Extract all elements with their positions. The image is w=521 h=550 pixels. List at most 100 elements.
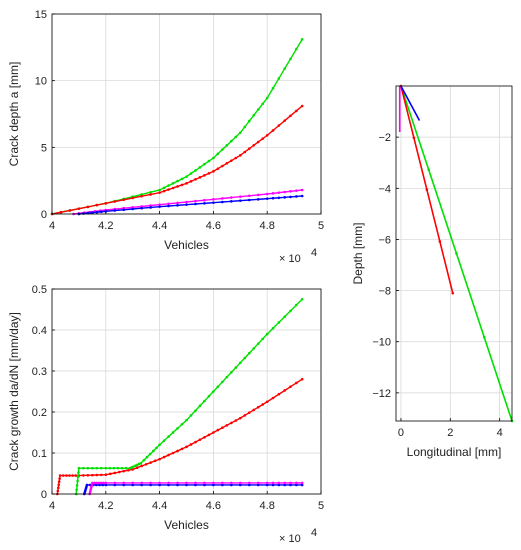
series-point (124, 466, 128, 470)
series-point (271, 481, 275, 485)
series-point (271, 196, 275, 200)
series-point (212, 170, 215, 173)
series-point (180, 183, 184, 187)
series-point (104, 473, 108, 477)
series-point (122, 483, 126, 487)
series-point (198, 438, 202, 441)
series-point (261, 102, 265, 106)
y-axis-label: Depth [mm] (351, 222, 365, 284)
series-point (212, 198, 215, 201)
series-point (171, 431, 175, 434)
series-point (212, 390, 215, 393)
y-tick-label: −4 (378, 183, 391, 195)
y-tick-label: 0 (41, 489, 47, 501)
x-axis-label: Vehicles (164, 238, 209, 252)
series-point (239, 481, 242, 485)
y-tick-label: 0 (41, 209, 47, 221)
series-point (271, 192, 275, 195)
series-point (427, 168, 431, 172)
series-point (108, 472, 112, 476)
series-point (122, 469, 126, 473)
series-point (243, 356, 247, 360)
series-point (185, 481, 188, 485)
series-point (98, 483, 101, 487)
series-point (131, 196, 134, 200)
series-point (82, 212, 85, 215)
y-tick-label: 0.3 (32, 366, 47, 378)
series-point (198, 176, 202, 179)
series-point (189, 443, 193, 446)
series-point (265, 332, 269, 336)
series-point (180, 423, 184, 426)
series-point (239, 483, 242, 487)
series-point (256, 342, 260, 345)
series-point (158, 205, 161, 208)
series-point (300, 188, 304, 192)
x-axis-label: Vehicles (164, 518, 209, 532)
series-point (135, 466, 139, 469)
series-point (76, 475, 80, 479)
series-point (256, 483, 260, 487)
series-point (158, 443, 161, 447)
y-tick-label: 0.4 (32, 325, 47, 337)
series-point (149, 204, 152, 207)
series-point (207, 433, 211, 437)
series-point (185, 445, 188, 449)
series-point (82, 466, 85, 470)
series-point (265, 134, 269, 137)
series-point (289, 481, 292, 485)
y-tick-label: −6 (378, 234, 391, 246)
series-point (144, 462, 148, 466)
series-point (75, 488, 78, 491)
series-point (198, 404, 202, 408)
series-point (216, 428, 220, 432)
series-point (65, 474, 68, 477)
series-point (295, 481, 298, 485)
series-point (95, 203, 99, 207)
series-point (100, 210, 103, 214)
series-point (300, 38, 304, 41)
series-point (265, 197, 269, 200)
series-point (162, 455, 166, 459)
series-point (176, 427, 179, 430)
series-point (189, 414, 193, 417)
series-point (239, 154, 242, 157)
series-point (95, 466, 99, 470)
series-point (247, 198, 251, 202)
series-point (289, 483, 292, 487)
series-point (126, 468, 130, 472)
series-point (289, 114, 292, 118)
x-multiplier: × 10 (279, 533, 301, 545)
series-point (225, 375, 229, 379)
series-point (113, 471, 117, 475)
series-line-3 (78, 195, 303, 215)
series-point (86, 466, 90, 470)
series-point (225, 424, 229, 427)
series-point (176, 185, 179, 188)
x-tick-label: 4 (497, 427, 503, 439)
series-point (221, 426, 224, 430)
series-point (221, 164, 224, 168)
series-point (86, 473, 90, 477)
series-point (230, 139, 233, 143)
series-point (482, 335, 486, 339)
series-point (256, 108, 260, 111)
x-tick-label: 4.8 (260, 220, 275, 232)
series-point (77, 466, 81, 470)
series-point (158, 191, 161, 194)
series-point (185, 418, 188, 422)
series-point (425, 188, 429, 191)
series-point (185, 182, 188, 185)
series-point (283, 481, 286, 485)
series-point (289, 195, 292, 199)
x-multiplier: × 10 (279, 253, 301, 265)
series-point (265, 192, 269, 196)
series-point (256, 140, 260, 144)
series-point (59, 210, 63, 214)
series-point (95, 483, 98, 487)
series-line-1 (75, 298, 303, 495)
series-point (412, 136, 416, 140)
series-point (271, 483, 275, 487)
series-point (261, 403, 265, 406)
